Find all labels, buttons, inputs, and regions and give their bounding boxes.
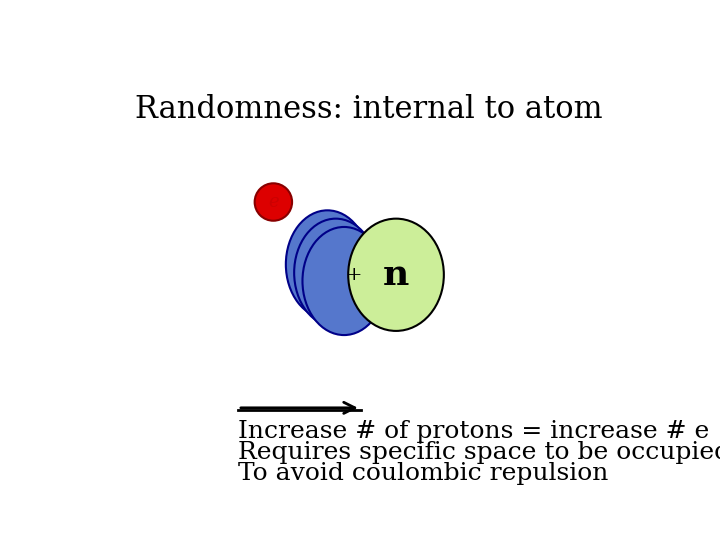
Text: Increase # of protons = increase # e: Increase # of protons = increase # e [238, 420, 709, 443]
Ellipse shape [302, 227, 386, 335]
Ellipse shape [255, 183, 292, 221]
Text: +: + [346, 266, 363, 284]
Ellipse shape [348, 219, 444, 331]
Ellipse shape [286, 211, 369, 319]
Text: Requires specific space to be occupied: Requires specific space to be occupied [238, 441, 720, 464]
Text: n: n [383, 258, 409, 292]
Text: To avoid coulombic repulsion: To avoid coulombic repulsion [238, 462, 608, 485]
Ellipse shape [294, 219, 377, 327]
Text: e: e [268, 193, 279, 211]
Text: Randomness: internal to atom: Randomness: internal to atom [135, 94, 603, 125]
